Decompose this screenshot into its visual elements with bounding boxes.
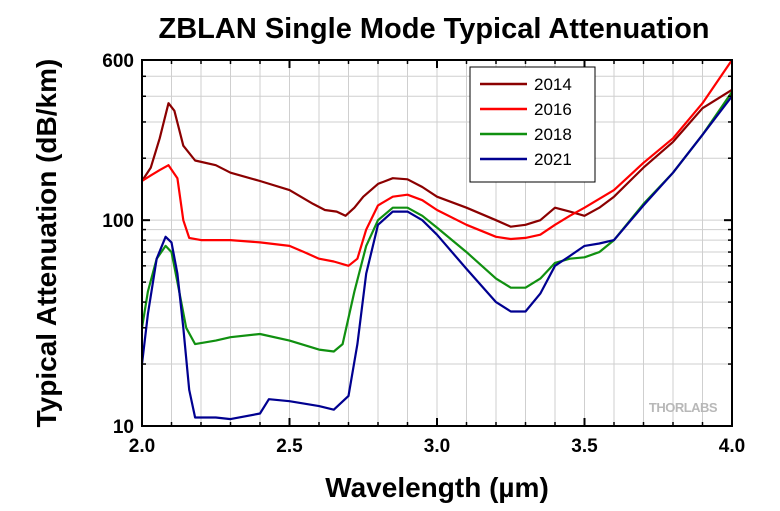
grid-layer <box>142 60 732 426</box>
x-tick-label: 2.0 <box>129 436 155 457</box>
series-line-2016 <box>141 59 733 267</box>
legend: 2014 2016 2018 2021 <box>469 66 596 183</box>
y-tick-label: 10 <box>113 417 134 438</box>
thorlabs-watermark: THORLABS <box>649 400 718 415</box>
legend-label-2014: 2014 <box>534 75 572 94</box>
x-tick-label: 2.5 <box>276 436 303 457</box>
chart-title: ZBLAN Single Mode Typical Attenuation <box>159 13 710 45</box>
series-layer <box>140 59 733 421</box>
tick-layer: 2.0 2.5 3.0 3.5 4.0 10 100 600 <box>102 51 745 457</box>
y-axis-label: Typical Attenuation (dB/km) <box>31 59 62 428</box>
legend-label-2021: 2021 <box>534 150 572 169</box>
series-line-2018 <box>140 91 733 353</box>
series-line-2014 <box>141 88 733 228</box>
legend-box <box>469 66 596 183</box>
x-tick-label: 4.0 <box>719 436 745 457</box>
legend-label-2016: 2016 <box>534 100 572 119</box>
series-line-2021 <box>140 95 733 421</box>
x-tick-label: 3.5 <box>571 436 598 457</box>
y-tick-label: 100 <box>102 211 134 232</box>
x-axis-label: Wavelength (µm) <box>325 472 549 503</box>
legend-label-2018: 2018 <box>534 125 572 144</box>
x-tick-label: 3.0 <box>424 436 450 457</box>
y-tick-label: 600 <box>102 51 134 72</box>
